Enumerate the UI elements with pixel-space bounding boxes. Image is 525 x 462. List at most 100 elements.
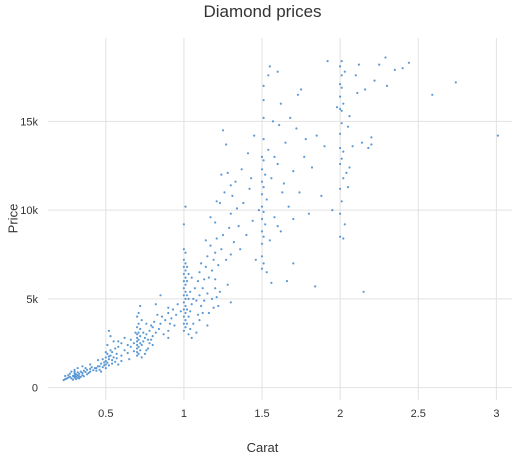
data-point [184, 269, 187, 272]
data-point [101, 358, 104, 361]
data-point [278, 123, 281, 127]
data-point [87, 371, 90, 375]
data-point [307, 212, 310, 215]
data-point [215, 200, 218, 203]
data-point [143, 352, 146, 355]
data-point [351, 145, 354, 148]
data-point [204, 239, 207, 242]
data-point [182, 315, 185, 318]
data-point [210, 269, 214, 272]
data-point [203, 299, 206, 302]
data-point [81, 371, 84, 375]
data-point [137, 338, 140, 341]
data-point [120, 359, 123, 363]
data-point [217, 264, 220, 267]
data-point [198, 294, 201, 297]
data-point [262, 99, 265, 102]
data-point [160, 315, 164, 318]
data-point [136, 326, 139, 329]
data-point [111, 362, 114, 365]
data-point [146, 347, 150, 350]
data-point [310, 166, 314, 169]
data-point [146, 338, 150, 341]
data-point [271, 120, 275, 123]
data-point [104, 356, 107, 359]
data-point [203, 278, 206, 281]
data-point [189, 327, 192, 331]
data-point [107, 364, 110, 367]
data-point [221, 233, 225, 237]
data-point [214, 287, 217, 290]
data-point [179, 310, 182, 313]
data-point [262, 159, 265, 162]
data-point [206, 324, 209, 327]
data-point [262, 210, 265, 213]
data-point [75, 373, 78, 376]
data-point [184, 297, 187, 300]
data-point [182, 265, 185, 268]
data-point [195, 331, 198, 334]
data-point [260, 205, 264, 208]
data-point [229, 301, 232, 304]
data-point [253, 134, 256, 137]
data-point [339, 95, 342, 98]
data-point [206, 292, 209, 295]
data-point [173, 324, 176, 327]
data-point [260, 180, 264, 183]
data-point [378, 63, 381, 66]
data-point [145, 349, 148, 352]
data-point [276, 225, 279, 228]
data-point [260, 168, 264, 171]
data-point [76, 371, 79, 374]
data-point [190, 303, 193, 306]
data-point [139, 304, 142, 308]
data-point [184, 251, 187, 254]
data-point [200, 262, 203, 265]
data-point [184, 311, 187, 315]
data-point [82, 375, 85, 378]
data-point [223, 191, 226, 194]
y-tick-label: 10k [20, 205, 38, 217]
data-point [151, 326, 154, 329]
data-point [156, 313, 159, 316]
data-point [335, 106, 339, 109]
data-point [407, 61, 410, 64]
data-point [123, 336, 126, 339]
data-point [184, 262, 187, 265]
data-point [182, 301, 185, 304]
data-point [240, 168, 243, 171]
data-point [340, 86, 343, 89]
data-point [142, 340, 145, 343]
data-point [100, 362, 103, 365]
data-point [326, 60, 329, 63]
data-point [385, 84, 389, 87]
data-point [136, 333, 139, 336]
data-point [84, 370, 87, 374]
data-point [267, 148, 270, 151]
data-point [282, 182, 285, 185]
data-point [212, 258, 215, 261]
data-point [154, 303, 157, 306]
data-point [342, 177, 345, 180]
data-point [260, 155, 264, 158]
data-point [364, 88, 367, 91]
data-point [262, 138, 265, 141]
data-point [204, 265, 207, 268]
data-point [323, 145, 326, 148]
data-point [70, 370, 73, 373]
data-point [229, 212, 232, 215]
data-point [82, 369, 85, 372]
data-point [218, 290, 221, 293]
data-point [346, 186, 350, 189]
data-point [106, 343, 109, 347]
data-point [262, 235, 265, 238]
data-point [107, 329, 110, 332]
data-point [139, 342, 142, 345]
data-point [345, 171, 348, 174]
data-point [231, 194, 234, 197]
data-point [95, 369, 98, 372]
data-point [242, 201, 245, 205]
data-point [276, 70, 279, 73]
data-point [106, 361, 109, 364]
data-point [273, 216, 276, 219]
